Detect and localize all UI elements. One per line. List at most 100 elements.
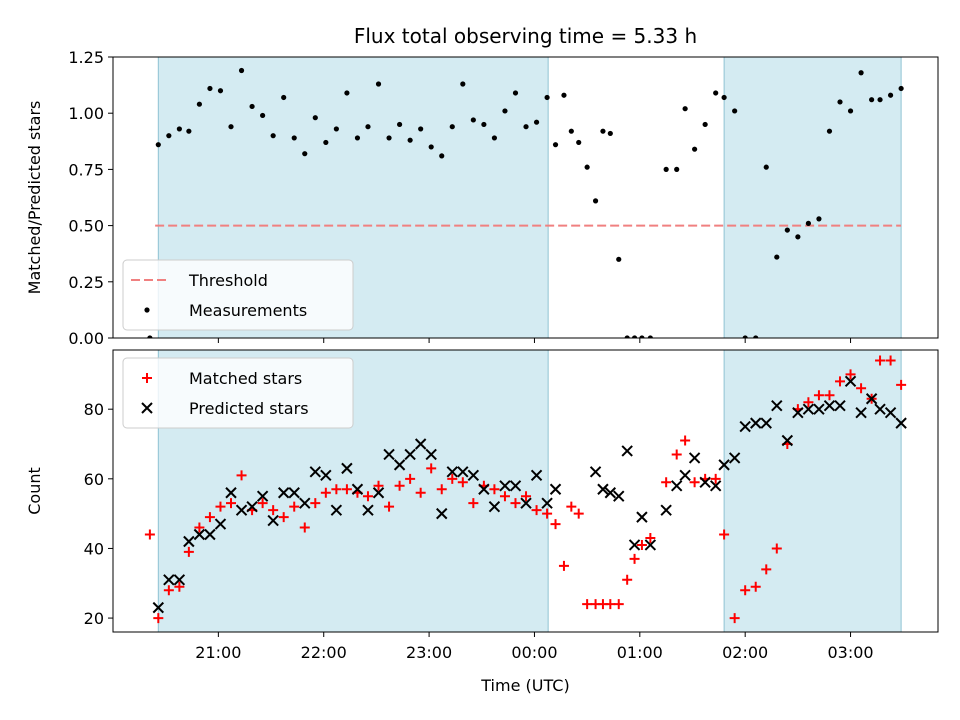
data-point xyxy=(481,121,487,128)
y-tick-label: 60 xyxy=(84,470,104,489)
data-point xyxy=(795,234,801,240)
data-point xyxy=(784,227,790,233)
data-point xyxy=(396,121,403,128)
data-point xyxy=(844,375,857,388)
data-point xyxy=(837,99,843,105)
data-point xyxy=(144,529,155,540)
data-point xyxy=(805,220,812,226)
data-point xyxy=(639,335,645,338)
data-point xyxy=(428,144,434,150)
data-point xyxy=(383,448,395,461)
data-point xyxy=(550,519,561,530)
measurements-series xyxy=(147,67,904,338)
data-point xyxy=(407,137,413,143)
data-point xyxy=(147,335,153,338)
data-point xyxy=(426,463,437,474)
data-point xyxy=(885,355,896,366)
data-point xyxy=(607,130,613,137)
data-point xyxy=(489,484,500,495)
data-point xyxy=(281,94,287,101)
predicted-stars-series xyxy=(152,375,907,614)
data-point xyxy=(457,466,469,478)
data-point xyxy=(153,613,164,624)
data-point xyxy=(774,254,780,260)
y-tick-label: 1.25 xyxy=(68,48,104,67)
data-point xyxy=(728,452,741,464)
data-point xyxy=(636,539,647,550)
data-point xyxy=(425,448,437,461)
data-point xyxy=(750,581,761,592)
data-point xyxy=(331,484,342,495)
data-point xyxy=(320,487,331,498)
data-point xyxy=(256,490,269,502)
data-point xyxy=(679,469,691,482)
legend: Threshold Measurements xyxy=(122,259,354,331)
data-point xyxy=(270,133,276,139)
data-point xyxy=(174,581,185,592)
data-point xyxy=(750,417,762,429)
y-axis-label: Count xyxy=(25,467,44,515)
data-point xyxy=(268,505,279,516)
axes-frame xyxy=(112,56,939,339)
data-point xyxy=(372,487,385,499)
data-point xyxy=(320,469,332,482)
data-point xyxy=(330,504,343,516)
y-tick-label: 0.25 xyxy=(68,273,104,292)
data-point xyxy=(628,539,641,551)
y-tick-label: 40 xyxy=(84,539,104,558)
legend-label: Predicted stars xyxy=(189,399,309,418)
data-point xyxy=(362,491,373,502)
data-point xyxy=(362,504,374,516)
data-point xyxy=(689,477,700,488)
data-point xyxy=(310,498,321,509)
data-point xyxy=(510,498,521,509)
data-point xyxy=(373,480,384,491)
data-point xyxy=(660,504,672,516)
y-tick-label: 0.50 xyxy=(68,217,104,236)
data-point xyxy=(792,406,804,419)
data-point xyxy=(467,469,480,482)
data-point xyxy=(323,139,329,146)
data-point xyxy=(341,484,352,495)
data-point xyxy=(613,490,625,502)
data-point xyxy=(621,445,633,457)
data-point xyxy=(753,335,759,338)
data-point xyxy=(512,90,519,96)
data-point xyxy=(291,135,297,141)
x-tick-label: 21:00 xyxy=(195,643,241,662)
data-point xyxy=(530,469,543,482)
data-point xyxy=(404,448,416,461)
data-point xyxy=(393,459,406,471)
data-point xyxy=(436,507,448,520)
y-tick-label: 20 xyxy=(84,609,104,628)
data-point xyxy=(781,434,794,447)
data-point xyxy=(760,417,772,429)
data-point xyxy=(645,533,656,543)
data-point xyxy=(824,390,835,401)
data-point xyxy=(344,90,350,96)
data-point xyxy=(898,85,904,92)
data-point xyxy=(541,497,553,509)
x-tick-label: 00:00 xyxy=(511,643,557,662)
data-point xyxy=(405,473,416,484)
count-panel: 20 40 60 80 21:00 22:00 23:00 00:00 01:00 02:00 03… xyxy=(25,349,939,695)
data-point xyxy=(584,164,590,170)
data-point xyxy=(855,406,867,419)
data-point xyxy=(542,508,553,519)
data-point xyxy=(710,473,721,484)
data-point xyxy=(204,528,216,541)
data-point xyxy=(847,108,854,114)
data-point xyxy=(523,124,529,130)
data-point xyxy=(680,435,691,446)
data-point xyxy=(447,473,458,484)
data-point xyxy=(761,564,772,575)
data-point xyxy=(688,452,701,464)
data-point xyxy=(183,546,194,557)
ratio-panel: 0.00 0.25 0.50 0.75 1.00 1.25 Matched/Predicte… xyxy=(25,24,939,348)
data-point xyxy=(692,146,698,152)
data-point xyxy=(718,459,730,471)
data-point xyxy=(709,480,722,492)
data-point xyxy=(341,462,353,475)
data-point xyxy=(299,522,310,533)
